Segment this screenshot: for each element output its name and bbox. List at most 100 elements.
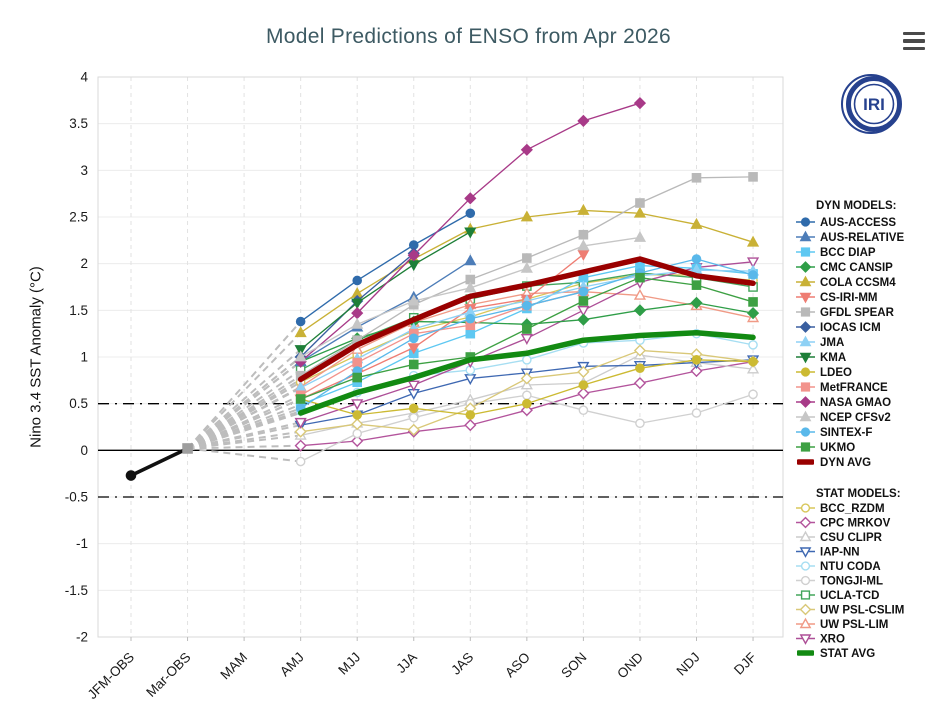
y-tick-label: -1.5 xyxy=(65,583,88,598)
series-marker xyxy=(352,428,363,439)
series-marker xyxy=(407,294,420,306)
series-nasa-gmao xyxy=(294,97,647,368)
legend-item-iocas-icm[interactable]: IOCAS ICM xyxy=(796,321,881,334)
legend-item-sintex-f[interactable]: SINTEX-F xyxy=(796,427,872,439)
series-marker xyxy=(800,307,811,317)
series-marker xyxy=(633,230,647,242)
series-marker xyxy=(465,410,476,420)
series-marker xyxy=(748,270,758,280)
legend-item-ncep-cfsv2[interactable]: NCEP CFSv2 xyxy=(796,410,891,424)
series-marker xyxy=(691,280,702,290)
fan-line xyxy=(187,374,302,450)
legend-item-iap-nn[interactable]: IAP-NN xyxy=(796,547,860,559)
series-marker xyxy=(352,357,363,368)
series-marker xyxy=(294,326,307,338)
series-marker xyxy=(520,333,533,345)
legend-item-kma[interactable]: KMA xyxy=(796,352,846,364)
series-marker xyxy=(295,316,306,327)
legend-item-uw-psl-lim[interactable]: UW PSL-LIM xyxy=(796,617,888,631)
legend-label: CSU CLIPR xyxy=(820,532,883,544)
legend-item-stat-avg[interactable]: STAT AVG xyxy=(797,648,875,660)
series-marker xyxy=(577,387,590,400)
y-tick-label: 0.5 xyxy=(69,396,88,411)
fan-line xyxy=(187,385,302,450)
legend-item-bcc-diap[interactable]: BCC DIAP xyxy=(796,247,876,259)
menu-bar xyxy=(903,46,925,51)
series-marker xyxy=(799,410,812,422)
legend-item-ukmo[interactable]: UKMO xyxy=(796,442,855,454)
series-marker xyxy=(464,419,477,432)
fan-line xyxy=(187,410,301,450)
legend-label: STAT AVG xyxy=(820,648,875,660)
legend-item-aus-relative[interactable]: AUS-RELATIVE xyxy=(796,230,904,244)
series-marker xyxy=(577,114,590,127)
series-marker xyxy=(522,324,532,334)
series-marker xyxy=(407,260,420,272)
legend-item-uw-psl-cslim[interactable]: UW PSL-CSLIM xyxy=(796,603,904,617)
series-marker xyxy=(690,364,703,378)
x-tick-label: JAS xyxy=(448,650,476,678)
fan-line xyxy=(186,369,302,450)
series-marker xyxy=(800,247,811,257)
series-marker xyxy=(748,356,758,367)
legend-item-dyn-avg[interactable]: DYN AVG xyxy=(797,457,871,469)
legend-item-ntu-coda[interactable]: NTU CODA xyxy=(796,561,881,573)
series-marker xyxy=(125,470,137,481)
series-marker xyxy=(578,380,589,390)
series-marker xyxy=(799,321,812,333)
series-marker xyxy=(182,443,193,454)
series-marker xyxy=(799,603,812,616)
series-marker xyxy=(691,254,702,264)
series-marker xyxy=(800,575,811,586)
series-marker xyxy=(520,372,533,385)
legend-item-xro[interactable]: XRO xyxy=(796,634,845,646)
y-tick-label: 1 xyxy=(80,349,88,364)
series-marker xyxy=(408,403,419,414)
series-marker xyxy=(408,333,419,344)
legend-label: NTU CODA xyxy=(820,561,881,573)
legend-item-ldeo[interactable]: LDEO xyxy=(796,367,852,379)
legend-item-cpc-mrkov[interactable]: CPC MRKOV xyxy=(796,516,891,530)
series-marker xyxy=(578,286,589,297)
plot-border xyxy=(97,76,784,638)
legend-header: DYN MODELS: xyxy=(816,200,897,212)
legend-item-jma[interactable]: JMA xyxy=(796,335,844,349)
series-marker xyxy=(635,198,645,208)
fan-line xyxy=(187,381,302,450)
series-marker xyxy=(799,547,812,558)
legend-item-gfdl-spear[interactable]: GFDL SPEAR xyxy=(796,307,895,319)
fan-line xyxy=(187,398,302,450)
legend-item-bcc-rzdm[interactable]: BCC_RZDM xyxy=(796,503,885,515)
hamburger-menu-icon[interactable] xyxy=(903,32,925,54)
x-tick-label: ASO xyxy=(502,650,533,681)
series-marker xyxy=(407,343,420,355)
x-tick-label: JJA xyxy=(393,650,420,677)
series-marker xyxy=(799,292,812,304)
series-marker xyxy=(295,394,306,404)
legend-avg-swatch xyxy=(797,459,814,465)
series-line xyxy=(297,329,756,416)
series-marker xyxy=(635,363,645,373)
series-marker xyxy=(295,456,306,467)
observed-series xyxy=(125,443,193,481)
legend-item-tongji-ml[interactable]: TONGJI-ML xyxy=(796,576,883,588)
series-marker xyxy=(351,399,364,411)
series-marker xyxy=(465,313,476,324)
series-marker xyxy=(407,249,420,262)
menu-bar xyxy=(903,32,925,36)
legend-item-aus-access[interactable]: AUS-ACCESS xyxy=(796,217,896,229)
legend-item-cmc-cansip[interactable]: CMC CANSIP xyxy=(796,261,893,274)
legend-item-cs-iri-mm[interactable]: CS-IRI-MM xyxy=(796,292,878,304)
series-marker xyxy=(799,335,812,347)
series-marker xyxy=(746,235,760,247)
legend-item-cola-ccsm4[interactable]: COLA CCSM4 xyxy=(796,275,896,289)
legend-label: SINTEX-F xyxy=(820,427,872,439)
legend-item-csu-clipr[interactable]: CSU CLIPR xyxy=(796,530,883,544)
series-marker xyxy=(578,296,589,306)
series-ncep-cfsv2 xyxy=(294,230,647,362)
legend-item-ucla-tcd[interactable]: UCLA-TCD xyxy=(796,590,879,602)
legend-item-nasa-gmao[interactable]: NASA GMAO xyxy=(796,396,891,409)
legend-item-metfrance[interactable]: MetFRANCE xyxy=(796,382,888,394)
series-marker xyxy=(520,143,533,156)
series-marker xyxy=(294,417,307,429)
